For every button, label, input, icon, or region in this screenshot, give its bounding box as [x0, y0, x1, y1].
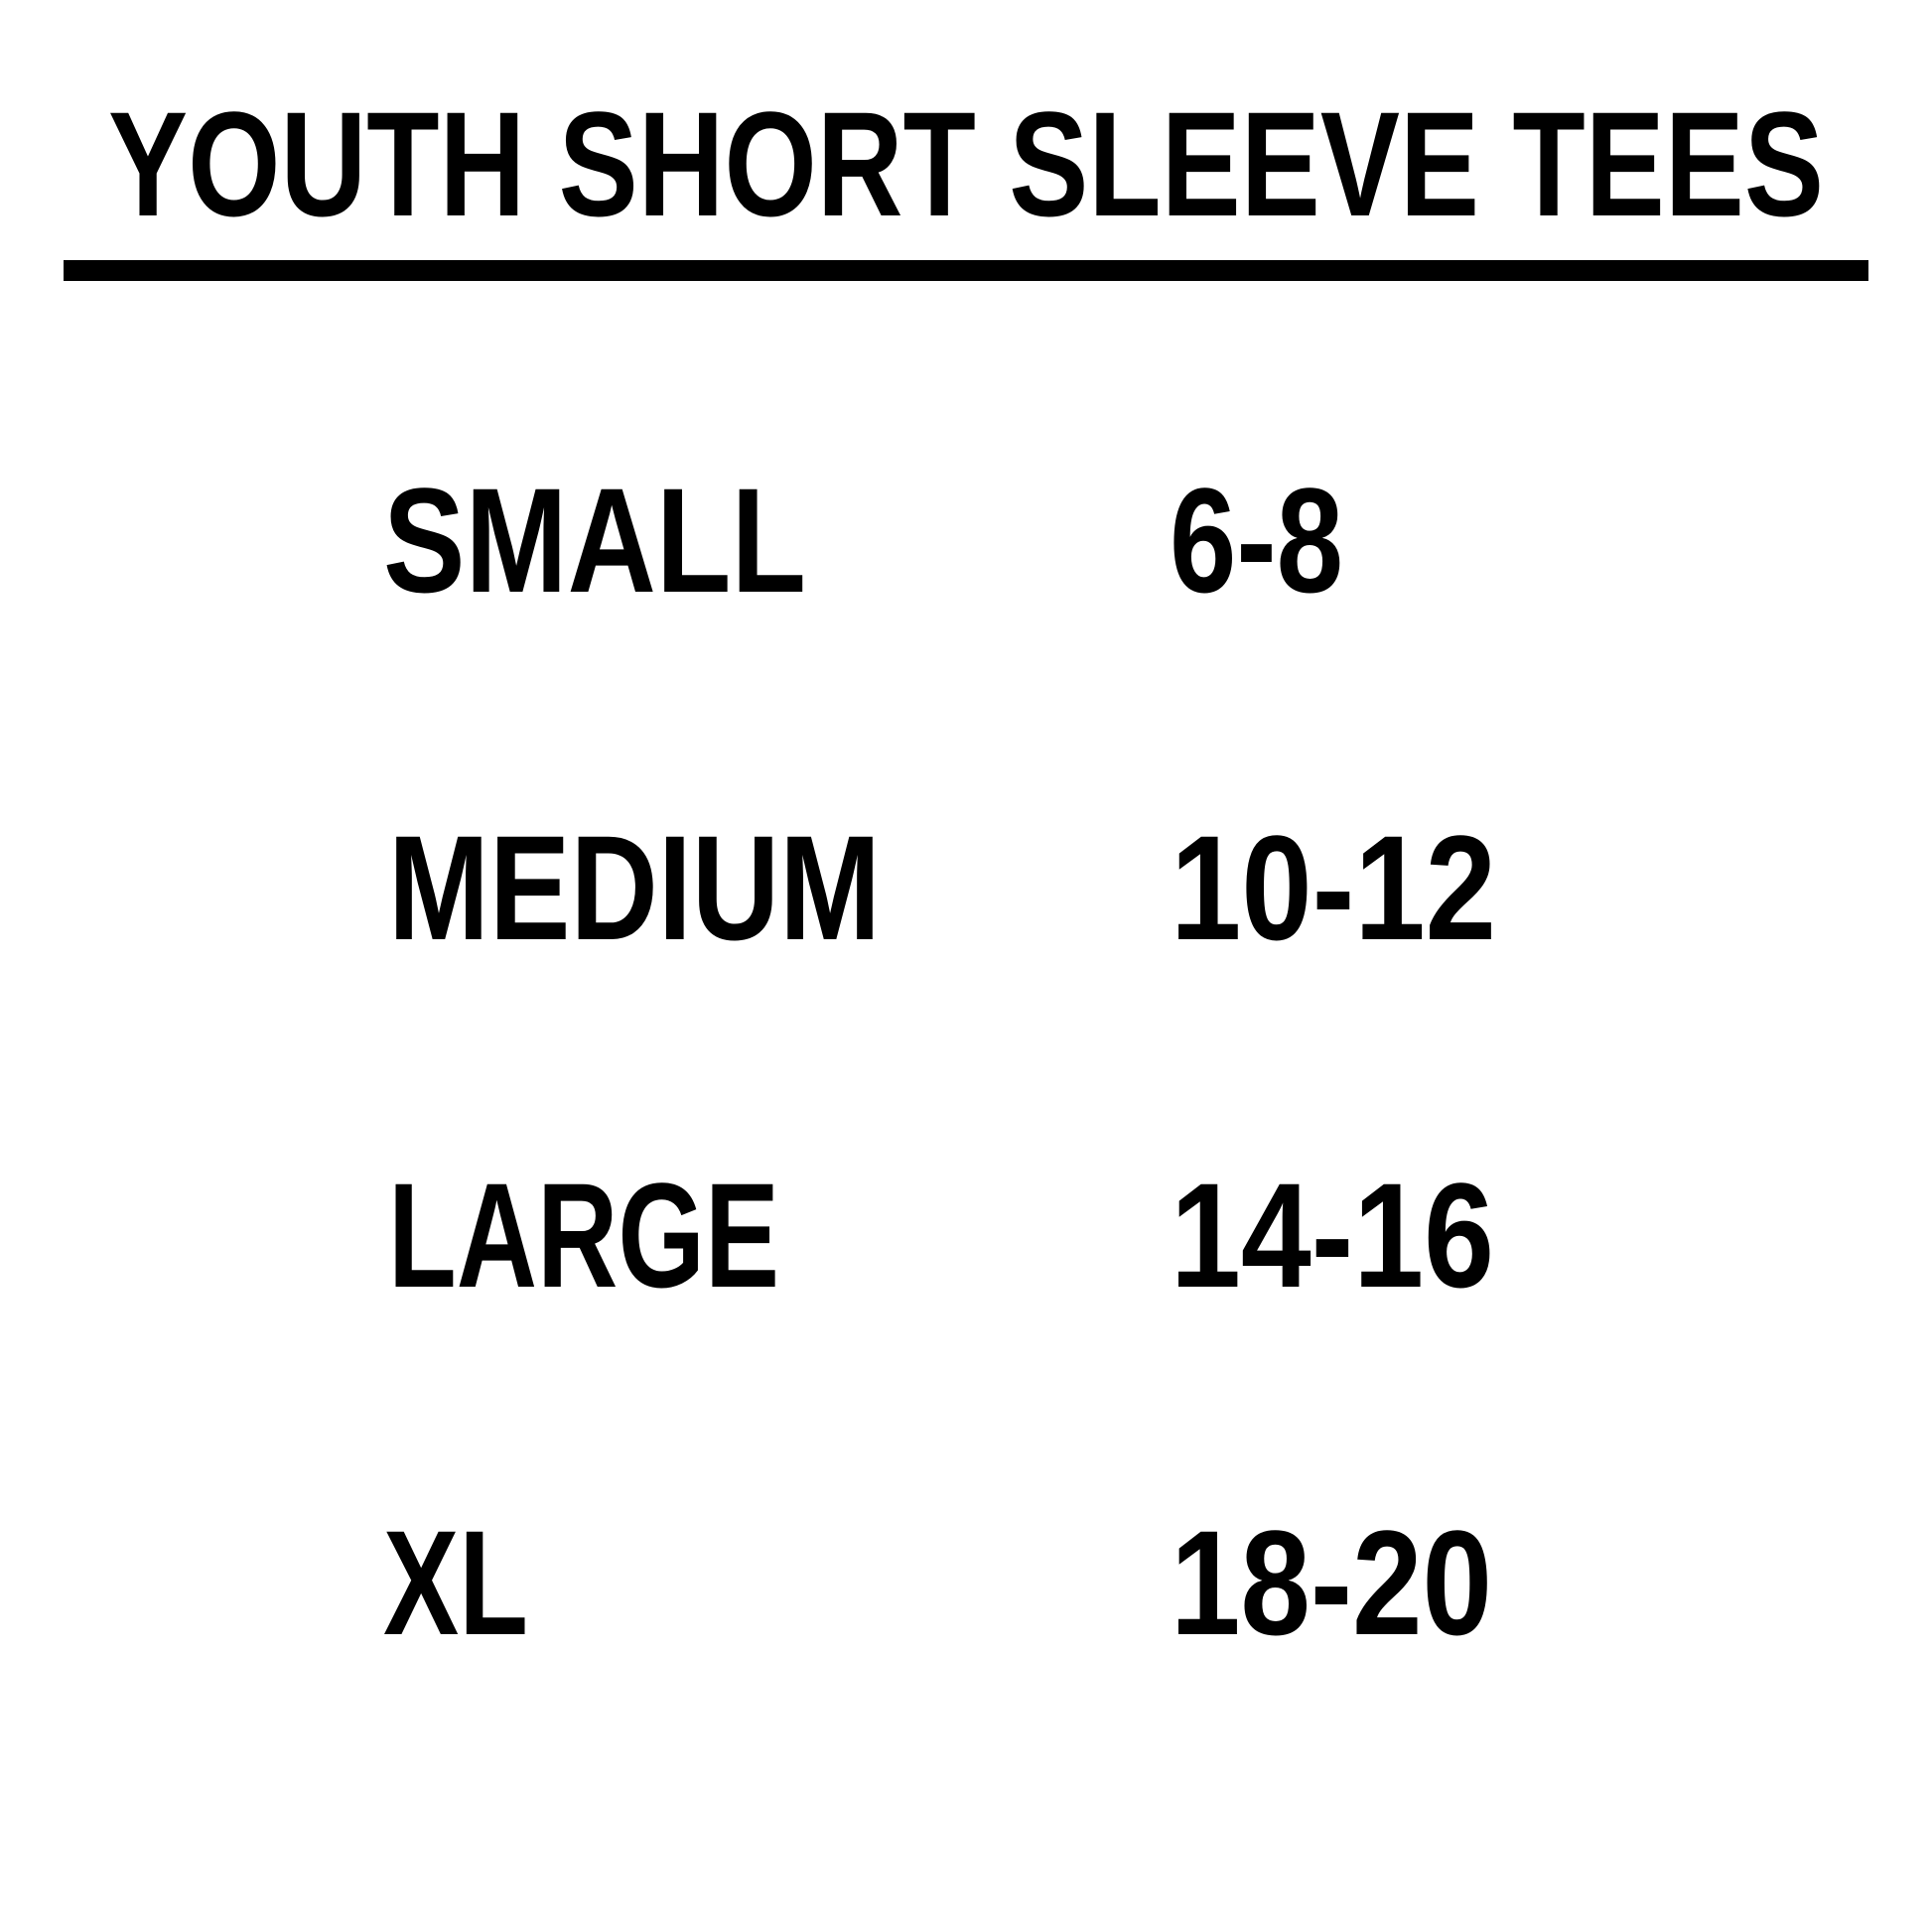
size-row: SMALL 6-8 [383, 457, 1343, 623]
age-range: 14-16 [1171, 1152, 1494, 1318]
age-range: 6-8 [1170, 457, 1343, 623]
size-label: MEDIUM [388, 804, 881, 971]
age-range: 10-12 [1171, 804, 1496, 971]
size-label: SMALL [383, 457, 806, 623]
age-range: 18-20 [1171, 1499, 1492, 1666]
size-row: MEDIUM 10-12 [388, 804, 1496, 971]
size-label: LARGE [388, 1152, 779, 1318]
page-title: YOUTH SHORT SLEEVE TEES [108, 80, 1824, 247]
size-label: XL [383, 1499, 528, 1666]
size-row: XL 18-20 [383, 1499, 1492, 1666]
size-row: LARGE 14-16 [388, 1152, 1494, 1318]
title-divider [64, 260, 1868, 281]
